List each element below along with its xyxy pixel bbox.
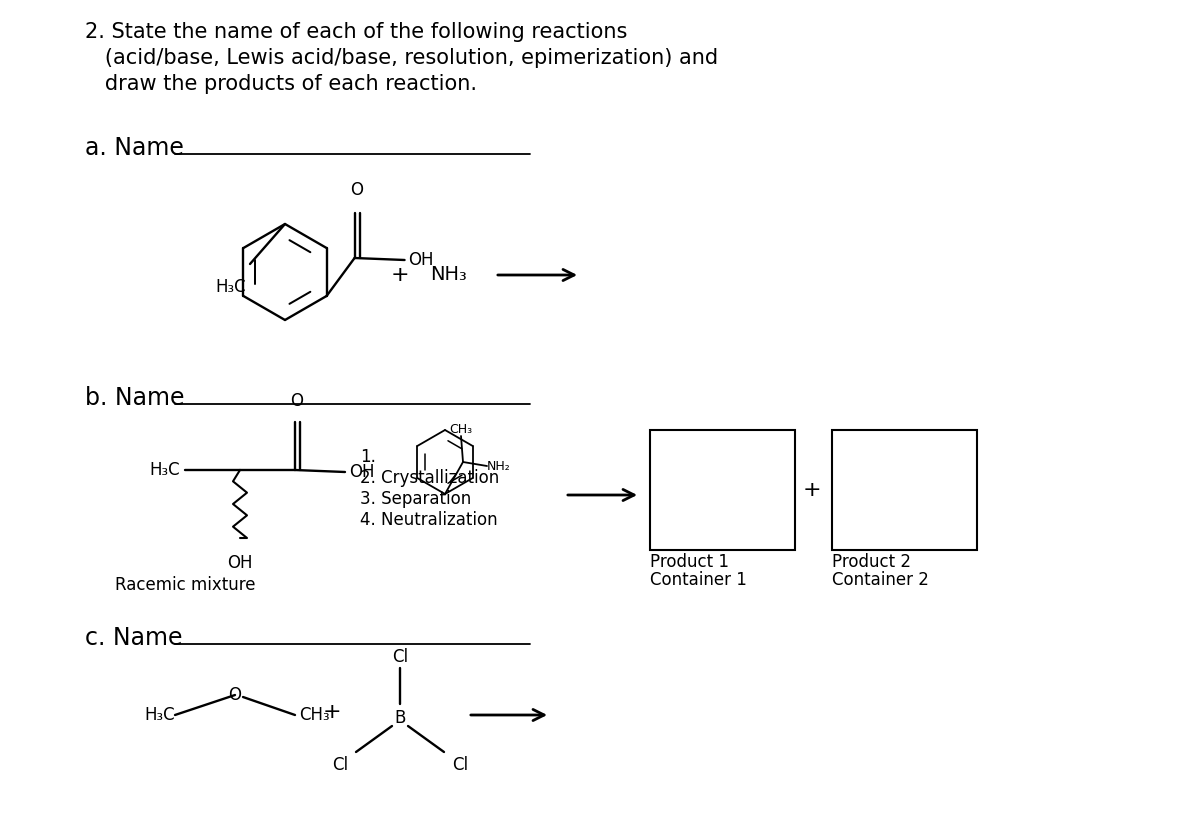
- Text: +: +: [323, 702, 341, 722]
- Text: 3. Separation: 3. Separation: [360, 490, 472, 508]
- Text: Product 1: Product 1: [650, 553, 730, 571]
- Text: H₃C: H₃C: [144, 706, 175, 724]
- Text: +: +: [803, 480, 821, 500]
- Text: OH: OH: [408, 251, 434, 269]
- Text: CH₃: CH₃: [299, 706, 330, 724]
- Text: NH₃: NH₃: [430, 266, 467, 285]
- Text: c. Name: c. Name: [85, 626, 182, 650]
- Text: +: +: [391, 265, 409, 285]
- Text: H₃C: H₃C: [215, 278, 246, 296]
- Text: Racemic mixture: Racemic mixture: [115, 576, 256, 594]
- Text: NH₂: NH₂: [487, 460, 511, 473]
- Text: draw the products of each reaction.: draw the products of each reaction.: [85, 74, 478, 94]
- Text: Cl: Cl: [332, 756, 348, 774]
- Text: 2. State the name of each of the following reactions: 2. State the name of each of the followi…: [85, 22, 628, 42]
- Text: OH: OH: [349, 463, 374, 481]
- Text: 1.: 1.: [360, 448, 376, 466]
- Text: O: O: [350, 181, 364, 199]
- Text: (acid/base, Lewis acid/base, resolution, epimerization) and: (acid/base, Lewis acid/base, resolution,…: [85, 48, 718, 68]
- Text: b. Name: b. Name: [85, 386, 185, 410]
- Text: CH₃: CH₃: [450, 423, 473, 436]
- Text: 4. Neutralization: 4. Neutralization: [360, 511, 498, 529]
- Text: H₃C: H₃C: [149, 461, 180, 479]
- Text: OH: OH: [227, 554, 253, 572]
- Text: Container 1: Container 1: [650, 571, 746, 589]
- Text: O: O: [228, 686, 241, 704]
- Text: O: O: [290, 392, 304, 410]
- Text: Product 2: Product 2: [832, 553, 911, 571]
- Text: Cl: Cl: [392, 648, 408, 666]
- Text: B: B: [395, 709, 406, 727]
- Bar: [832, 430, 977, 550]
- Text: a. Name: a. Name: [85, 136, 184, 160]
- Text: Container 2: Container 2: [832, 571, 929, 589]
- Bar: [650, 430, 796, 550]
- Text: 2. Crystallization: 2. Crystallization: [360, 469, 499, 487]
- Text: Cl: Cl: [452, 756, 468, 774]
